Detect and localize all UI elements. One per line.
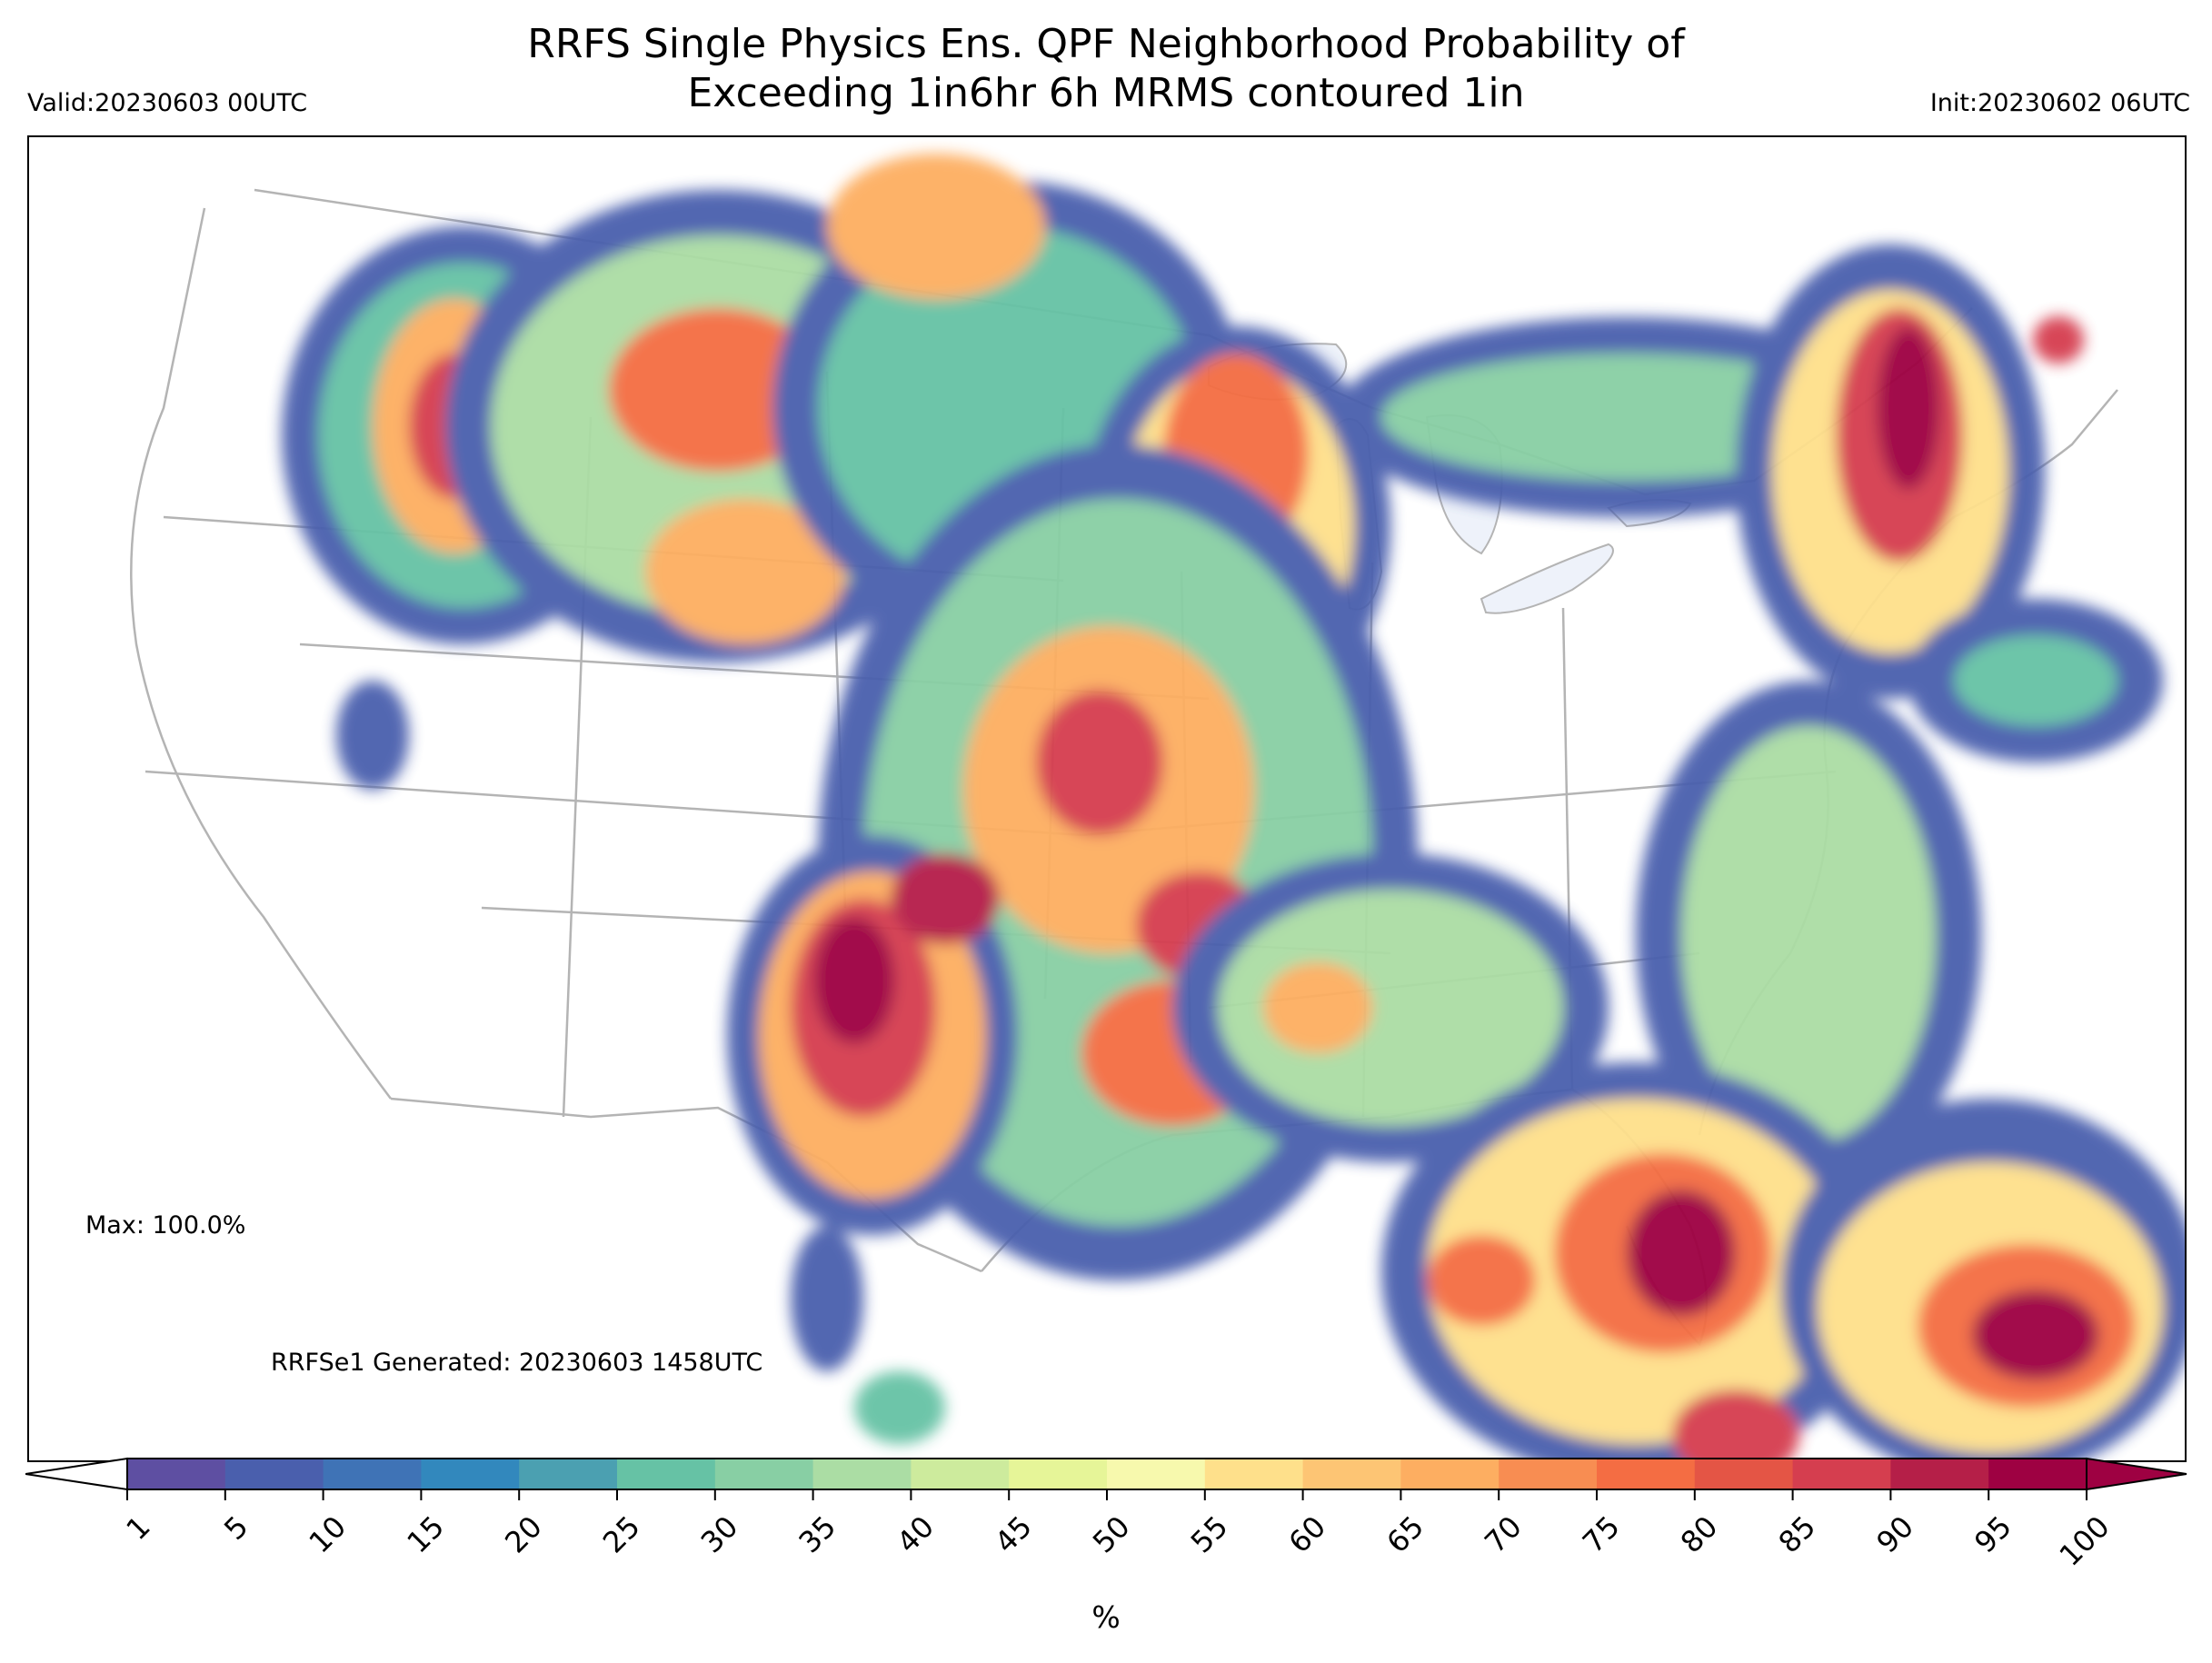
colorbar-tick-label: 100	[2053, 1509, 2117, 1573]
colorbar-segment	[421, 1459, 520, 1489]
colorbar-segment	[1988, 1459, 2087, 1489]
colorbar-tick-label: 1	[119, 1509, 156, 1547]
colorbar-segment	[1597, 1459, 1696, 1489]
colorbar-segments	[127, 1459, 2087, 1489]
prob-region-52	[336, 681, 409, 790]
colorbar-tick-label: 45	[988, 1509, 1039, 1560]
prob-region-35	[2033, 316, 2084, 363]
colorbar-tick-label: 30	[694, 1509, 745, 1560]
colorbar-tick-label: 5	[217, 1509, 254, 1547]
colorbar-tick-label: 25	[596, 1509, 647, 1560]
prob-region-50	[791, 1226, 863, 1371]
colorbar-tick-label: 60	[1282, 1509, 1333, 1560]
colorbar-segment	[1890, 1459, 1989, 1489]
prob-region-34	[1877, 326, 1940, 490]
colorbar-segment	[617, 1459, 716, 1489]
colorbar-tick-label: 35	[792, 1509, 843, 1560]
colorbar-segment	[1107, 1459, 1206, 1489]
prob-region-27	[1218, 890, 1563, 1126]
prob-region-28	[1263, 962, 1372, 1053]
colorbar-tick-label: 50	[1086, 1509, 1137, 1560]
colorbar-segment	[812, 1459, 912, 1489]
map-title: RRFS Single Physics Ens. QPF Neighborhoo…	[0, 20, 2212, 118]
prob-region-18	[1036, 690, 1163, 835]
probability-map	[27, 135, 2187, 1462]
prob-region-44	[1427, 1235, 1536, 1326]
prob-region-39	[1681, 726, 1936, 1144]
colorbar-segment	[1009, 1459, 1108, 1489]
map-title-line2: Exceeding 1in6hr 6h MRMS contoured 1in	[687, 70, 1525, 116]
colorbar-segment	[1694, 1459, 1794, 1489]
colorbar-tick-label: 80	[1674, 1509, 1725, 1560]
colorbar-segment	[1499, 1459, 1598, 1489]
map-title-line1: RRFS Single Physics Ens. QPF Neighborhoo…	[527, 21, 1685, 67]
colorbar-tick-label: 65	[1380, 1509, 1430, 1560]
colorbar-extend-low	[25, 1457, 128, 1491]
prob-region-43	[1627, 1190, 1736, 1317]
generated-time-label: RRFSe1 Generated: 20230603 1458UTC	[271, 1349, 763, 1377]
colorbar-unit-label: %	[1091, 1599, 1121, 1635]
max-value-label: Max: 100.0%	[85, 1211, 246, 1240]
colorbar-segment	[1204, 1459, 1304, 1489]
prob-region-25	[891, 853, 1000, 944]
lake-erie	[1480, 543, 1614, 614]
colorbar-tick-label: 10	[303, 1509, 354, 1560]
colorbar-segment	[519, 1459, 618, 1489]
colorbar-segment	[1400, 1459, 1500, 1489]
prob-region-51	[854, 1371, 945, 1444]
colorbar-tick-label: 75	[1576, 1509, 1627, 1560]
valid-time-label: Valid:20230603 00UTC	[27, 89, 308, 117]
colorbar-segment	[1792, 1459, 1891, 1489]
colorbar-segment	[323, 1459, 422, 1489]
colorbar-extend-high	[2086, 1457, 2187, 1491]
prob-region-24	[813, 917, 895, 1044]
colorbar-tick-label: 95	[1968, 1509, 2018, 1560]
colorbar-tick-label: 85	[1772, 1509, 1823, 1560]
colorbar-ticks: 1 5 10 15 20 25 30 35 40 45 50 55 60 65 70 75 80 85 90 95 10…	[119, 1489, 2117, 1573]
init-time-label: Init:20230602 06UTC	[1929, 89, 2190, 117]
colorbar-segment	[911, 1459, 1010, 1489]
colorbar-tick-label: 20	[498, 1509, 549, 1560]
prob-region-49	[1672, 1389, 1799, 1462]
colorbar-tick-label: 70	[1478, 1509, 1529, 1560]
colorbar-tick-label: 90	[1869, 1509, 1920, 1560]
prob-region-7	[609, 308, 827, 472]
west-coast	[130, 207, 393, 1100]
colorbar-segment	[1302, 1459, 1401, 1489]
colorbar-tick-label: 55	[1184, 1509, 1235, 1560]
colorbar-segment	[127, 1459, 226, 1489]
colorbar-segment	[224, 1459, 324, 1489]
prob-region-11	[827, 154, 1045, 299]
prob-region-8	[645, 499, 845, 644]
colorbar-tick-label: 15	[400, 1509, 451, 1560]
colorbar-tick-label: 40	[890, 1509, 941, 1560]
prob-region-37	[1954, 635, 2117, 726]
probability-field	[282, 154, 2187, 1462]
prob-region-48	[1972, 1290, 2099, 1380]
colorbar-segment	[714, 1459, 814, 1489]
colorbar: 1 5 10 15 20 25 30 35 40 45 50 55 60 65 70 75 80 85 90 95 10…	[25, 1457, 2187, 1573]
